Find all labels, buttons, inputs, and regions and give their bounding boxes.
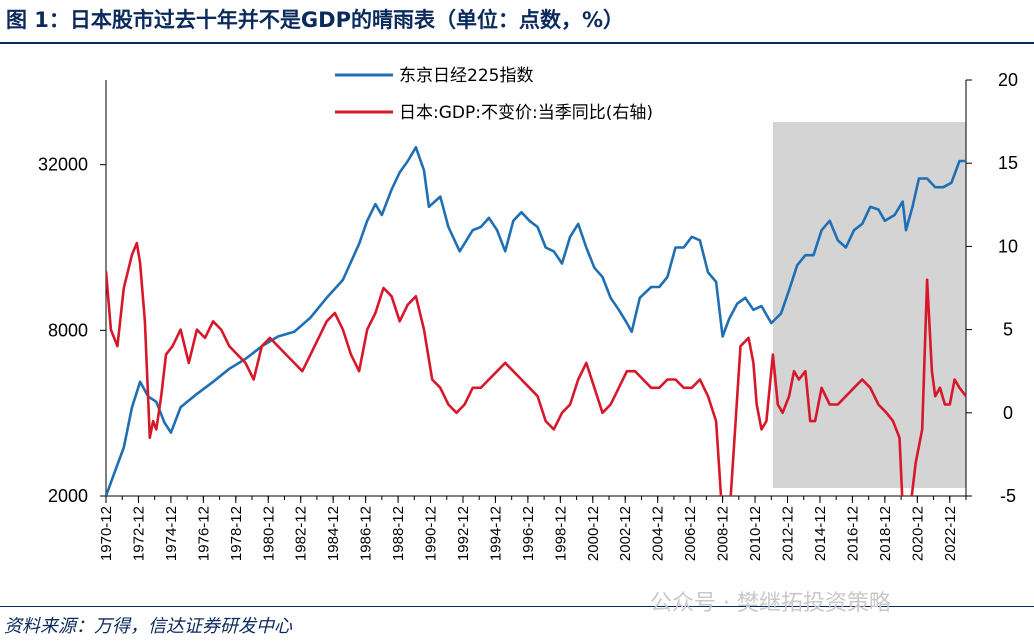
series-line-gdp xyxy=(106,241,966,496)
shaded-region-layer xyxy=(772,122,966,488)
x-tick-label: 1982-12 xyxy=(293,506,310,561)
chart-svg: 2000 8000 32000 -5 0 5 10 15 20 1970-12 1972-12 197… xyxy=(38,66,1018,561)
axes-layer: 2000 8000 32000 -5 0 5 10 15 20 1970-12 1972-12 197… xyxy=(38,70,1018,561)
legend: 东京日经225指数 日本:GDP:不变价:当季同比(右轴) xyxy=(335,66,653,123)
right-tick-label: 10 xyxy=(998,236,1018,256)
x-tick-label: 2018-12 xyxy=(877,506,894,561)
x-tick-label: 2020-12 xyxy=(909,506,926,561)
right-tick-label: -5 xyxy=(1000,486,1016,506)
watermark-text: 公众号 · 樊继拓投资策略 xyxy=(650,591,891,616)
series-layer xyxy=(106,146,966,496)
source-note: 资料来源：万得，信达证券研发中心 xyxy=(4,616,292,637)
x-tick-label: 2010-12 xyxy=(747,506,764,561)
left-tick-label: 8000 xyxy=(48,320,88,340)
x-tick-label: 2006-12 xyxy=(682,506,699,561)
right-tick-label: 15 xyxy=(998,153,1018,173)
legend-label-gdp: 日本:GDP:不变价:当季同比(右轴) xyxy=(399,103,653,123)
x-tick-label: 1976-12 xyxy=(195,506,212,561)
right-tick-label: 0 xyxy=(1003,403,1013,423)
x-tick-label: 2022-12 xyxy=(942,506,959,561)
x-tick-label: 2012-12 xyxy=(780,506,797,561)
source-rule xyxy=(0,606,1034,607)
x-tick-label: 1980-12 xyxy=(260,506,277,561)
x-tick-label: 2016-12 xyxy=(844,506,861,561)
x-tick-label: 1984-12 xyxy=(325,506,342,561)
x-tick-label: 1992-12 xyxy=(455,506,472,561)
series-line-nikkei xyxy=(106,146,966,496)
left-tick-label: 32000 xyxy=(38,155,88,175)
x-tick-label: 1970-12 xyxy=(98,506,115,561)
left-tick-label: 2000 xyxy=(48,486,88,506)
x-tick-label: 2002-12 xyxy=(617,506,634,561)
x-tick-label: 1998-12 xyxy=(552,506,569,561)
right-tick-label: 20 xyxy=(998,70,1018,90)
x-tick-label: 1990-12 xyxy=(423,506,440,561)
x-tick-label: 1996-12 xyxy=(520,506,537,561)
right-tick-label: 5 xyxy=(1003,320,1013,340)
x-tick-label: 1972-12 xyxy=(130,506,147,561)
x-tick-label: 1986-12 xyxy=(358,506,375,561)
x-tick-label: 2014-12 xyxy=(812,506,829,561)
x-tick-label: 2004-12 xyxy=(650,506,667,561)
x-tick-label: 1994-12 xyxy=(487,506,504,561)
x-tick-label: 2000-12 xyxy=(585,506,602,561)
chart-title: 图 1：日本股市过去十年并不是GDP的晴雨表（单位：点数，%） xyxy=(6,8,625,32)
shaded-region xyxy=(772,122,966,488)
legend-label-nikkei: 东京日经225指数 xyxy=(399,66,533,86)
title-rule xyxy=(0,42,1034,44)
x-tick-label: 1978-12 xyxy=(228,506,245,561)
x-tick-label: 1974-12 xyxy=(163,506,180,561)
x-tick-label: 1988-12 xyxy=(390,506,407,561)
x-tick-label: 2008-12 xyxy=(715,506,732,561)
